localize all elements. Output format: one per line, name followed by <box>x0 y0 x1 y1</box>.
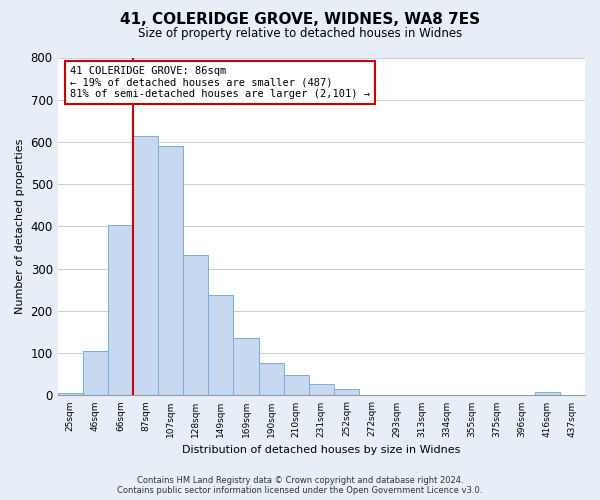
Bar <box>58 394 83 396</box>
Bar <box>233 338 259 396</box>
Y-axis label: Number of detached properties: Number of detached properties <box>15 139 25 314</box>
Bar <box>535 392 560 396</box>
Bar <box>133 136 158 396</box>
Text: 41, COLERIDGE GROVE, WIDNES, WA8 7ES: 41, COLERIDGE GROVE, WIDNES, WA8 7ES <box>120 12 480 28</box>
Bar <box>208 296 233 396</box>
Bar <box>309 384 334 396</box>
Bar <box>284 374 309 396</box>
Bar <box>259 364 284 396</box>
Text: Size of property relative to detached houses in Widnes: Size of property relative to detached ho… <box>138 28 462 40</box>
Bar <box>334 389 359 396</box>
Bar <box>108 225 133 396</box>
Bar <box>183 255 208 396</box>
Bar <box>83 351 108 396</box>
Text: 41 COLERIDGE GROVE: 86sqm
← 19% of detached houses are smaller (487)
81% of semi: 41 COLERIDGE GROVE: 86sqm ← 19% of detac… <box>70 66 370 99</box>
X-axis label: Distribution of detached houses by size in Widnes: Distribution of detached houses by size … <box>182 445 461 455</box>
Bar <box>158 146 183 396</box>
Text: Contains HM Land Registry data © Crown copyright and database right 2024.
Contai: Contains HM Land Registry data © Crown c… <box>118 476 482 495</box>
